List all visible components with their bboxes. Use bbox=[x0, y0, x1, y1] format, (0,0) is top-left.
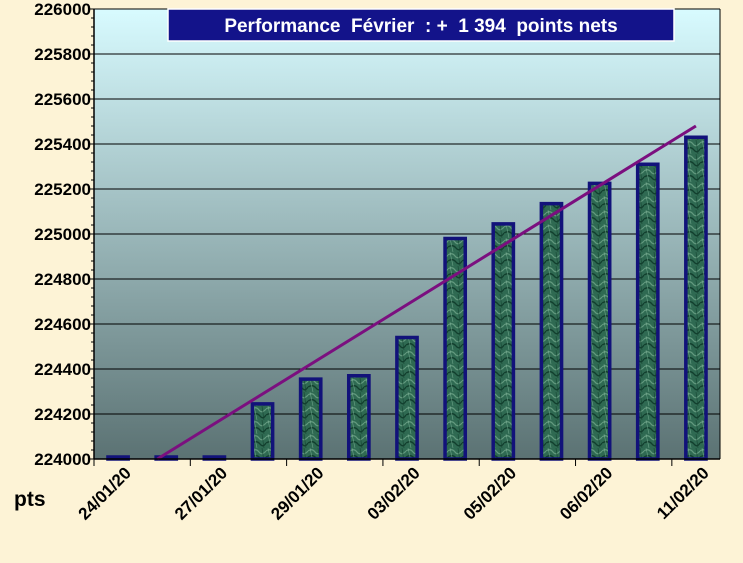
bar bbox=[684, 135, 708, 461]
bar bbox=[346, 374, 371, 461]
y-tick-label: 224000 bbox=[34, 450, 91, 469]
x-tick-label: 24/01/20 bbox=[75, 463, 135, 523]
y-tick-label: 224200 bbox=[34, 405, 91, 424]
bar bbox=[587, 181, 612, 461]
y-tick-label: 225000 bbox=[34, 225, 91, 244]
y-axis-ticks: 224000 224200 224400 224600 224800 225000 2252… bbox=[34, 0, 94, 469]
x-tick-label: 03/02/20 bbox=[364, 463, 424, 523]
y-tick-label: 225400 bbox=[34, 135, 91, 154]
bar bbox=[298, 377, 323, 461]
bar bbox=[539, 201, 564, 461]
chart-title-box bbox=[167, 8, 675, 42]
x-tick-label: 05/02/20 bbox=[460, 463, 520, 523]
x-axis-ticks: 24/01/20 27/01/20 29/01/20 03/02/20 05/02/20… bbox=[75, 459, 713, 524]
y-tick-label: 225600 bbox=[34, 90, 91, 109]
y-tick-label: 224800 bbox=[34, 270, 91, 289]
y-tick-label: 225800 bbox=[34, 45, 91, 64]
x-tick-label: 06/02/20 bbox=[556, 463, 616, 523]
y-tick-label: 225200 bbox=[34, 180, 91, 199]
y-axis-unit-label: pts bbox=[14, 488, 46, 511]
x-tick-label: 11/02/20 bbox=[653, 463, 713, 523]
y-tick-label: 226000 bbox=[34, 0, 91, 19]
x-tick-label: 27/01/20 bbox=[171, 463, 231, 523]
trendline bbox=[156, 124, 697, 461]
x-tick-label: 29/01/20 bbox=[267, 463, 327, 523]
chart-title: Performance Février : + 1 394 points net… bbox=[224, 16, 617, 37]
bar bbox=[250, 402, 275, 461]
bar bbox=[395, 335, 419, 461]
y-tick-label: 224600 bbox=[34, 315, 91, 334]
bar bbox=[491, 222, 516, 461]
bar bbox=[635, 162, 660, 461]
y-tick-label: 224400 bbox=[34, 360, 91, 379]
